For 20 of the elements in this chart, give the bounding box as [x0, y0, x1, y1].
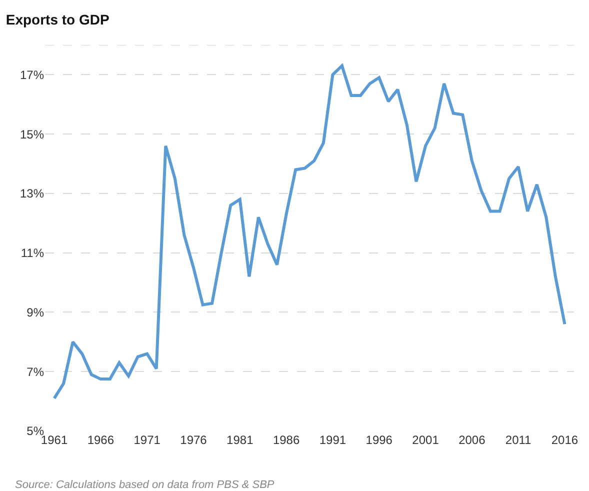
- y-tick-label: 11%: [20, 246, 44, 260]
- x-tick-label: 1981: [226, 433, 254, 447]
- y-tick-label: 17%: [20, 68, 44, 82]
- source-note: Source: Calculations based on data from PBS & SBP: [15, 479, 275, 491]
- y-tick-label: 15%: [20, 127, 44, 142]
- x-tick-label: 1986: [272, 433, 300, 447]
- x-tick-label: 2016: [551, 433, 578, 447]
- y-tick-label: 13%: [20, 186, 44, 201]
- x-tick-label: 1966: [87, 433, 114, 447]
- x-tick-label: 2011: [505, 433, 532, 447]
- x-tick-label: 2001: [412, 433, 440, 447]
- x-tick-label: 1971: [134, 433, 161, 447]
- y-tick-label: 9%: [26, 305, 44, 320]
- chart-title: Exports to GDP: [6, 12, 110, 28]
- x-tick-label: 1996: [366, 433, 393, 447]
- line-series: [52, 64, 566, 400]
- x-tick-label: 2006: [458, 433, 486, 447]
- y-tick-label: 7%: [26, 364, 44, 379]
- x-tick-label: 1991: [319, 433, 346, 447]
- x-tick-label: 1976: [180, 433, 208, 447]
